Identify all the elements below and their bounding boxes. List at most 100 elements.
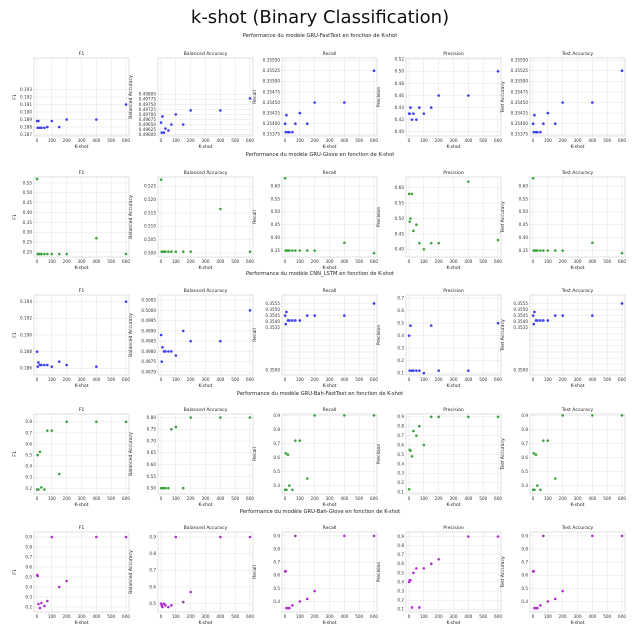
- x-tick-label: 600: [618, 614, 626, 619]
- x-tick-label: 0: [36, 259, 39, 264]
- y-tick-label: 0.65: [147, 450, 157, 455]
- data-point: [343, 314, 346, 317]
- y-tick-label: 0.49800: [139, 92, 157, 97]
- chart-row: Performance du modèle GRU-Bah-FastText e…: [12, 390, 626, 508]
- x-tick-label: 100: [48, 259, 56, 264]
- data-point: [219, 416, 222, 419]
- data-point: [429, 106, 433, 109]
- data-point: [496, 321, 500, 325]
- y-tick-label: 0.75: [147, 427, 157, 432]
- x-tick-label: 0: [160, 138, 163, 143]
- subplot-title: F1: [79, 51, 85, 57]
- y-tick-label: 0.2: [397, 480, 404, 485]
- y-tick-label: 0.35475: [511, 89, 529, 94]
- x-tick-label: 600: [246, 614, 254, 619]
- y-tick-label: 0.4: [397, 579, 404, 584]
- data-point: [437, 557, 440, 561]
- x-tick-label: 0: [160, 614, 163, 619]
- data-point: [174, 354, 178, 357]
- x-tick-label: 500: [355, 496, 363, 501]
- row-title: Performance du modèle GRU-Bah-FastText e…: [237, 390, 403, 397]
- y-tick-label: 0.40: [271, 235, 281, 240]
- x-tick-label: 0: [36, 614, 39, 619]
- data-point: [418, 606, 421, 609]
- y-tick-label: 0.49700: [139, 112, 157, 117]
- data-point: [124, 252, 128, 256]
- y-tick-label: 0.50: [271, 209, 281, 214]
- data-point: [170, 350, 173, 353]
- subplot-title: Balanced Accuracy: [184, 51, 228, 57]
- data-point: [620, 302, 624, 305]
- data-point: [181, 123, 185, 126]
- y-axis-label: Precision: [376, 444, 382, 465]
- data-point: [298, 319, 302, 322]
- x-tick-label: 300: [574, 377, 582, 382]
- data-point: [467, 415, 470, 419]
- x-tick-label: 600: [246, 496, 254, 501]
- data-point: [410, 192, 414, 196]
- x-tick-label: 100: [172, 496, 180, 501]
- x-tick-label: 600: [618, 496, 626, 501]
- data-point: [298, 600, 302, 603]
- y-tick-label: 0.192: [20, 316, 32, 321]
- data-point: [412, 229, 415, 233]
- data-point: [531, 122, 535, 126]
- y-axis-label: F1: [12, 451, 18, 457]
- y-tick-label: 0.49775: [139, 97, 157, 102]
- figure-title: k-shot (Binary Classification): [190, 7, 450, 28]
- y-tick-label: 0.5: [25, 574, 32, 579]
- data-point: [536, 606, 539, 610]
- plot-frame: [33, 531, 130, 613]
- data-point: [467, 180, 470, 183]
- y-axis-label: Recall: [252, 328, 258, 342]
- data-point: [372, 251, 376, 255]
- y-tick-label: 0.188: [20, 349, 32, 354]
- data-point: [409, 324, 412, 327]
- x-tick-label: 500: [231, 259, 239, 264]
- x-tick-label: 100: [544, 614, 552, 619]
- y-tick-label: 0.60: [395, 185, 405, 190]
- y-tick-label: 0.193: [20, 87, 32, 92]
- data-point: [37, 119, 40, 123]
- plot-frame: [281, 294, 378, 376]
- x-tick-label: 500: [231, 138, 239, 143]
- y-tick-label: 0.6: [397, 561, 404, 566]
- subplot-title: F1: [79, 288, 85, 294]
- data-point: [429, 324, 433, 327]
- y-tick-label: 0.3: [397, 588, 404, 593]
- y-tick-label: 0.3555: [265, 301, 280, 306]
- y-tick-label: 0.35550: [511, 58, 529, 63]
- y-tick-label: 0.3540: [265, 319, 280, 324]
- data-point: [288, 319, 291, 322]
- data-point: [412, 429, 415, 433]
- data-point: [412, 571, 415, 575]
- x-axis-label: K-shot: [198, 383, 212, 389]
- y-axis-label: Recall: [252, 447, 258, 461]
- y-tick-label: 0.5000: [141, 308, 156, 313]
- x-tick-label: 500: [479, 377, 487, 382]
- x-tick-label: 600: [122, 377, 130, 382]
- data-point: [542, 319, 545, 322]
- x-axis-label: K-shot: [570, 502, 584, 508]
- y-tick-label: 0.4: [273, 599, 280, 604]
- data-point: [291, 488, 294, 492]
- y-tick-label: 0.4: [521, 483, 528, 488]
- x-tick-label: 100: [544, 138, 552, 143]
- plot-frame: [405, 294, 502, 376]
- x-tick-label: 300: [78, 259, 86, 264]
- x-tick-label: 500: [355, 614, 363, 619]
- x-tick-label: 400: [588, 614, 596, 619]
- data-point: [219, 535, 222, 539]
- data-point: [50, 365, 54, 368]
- y-tick-label: 0.3: [25, 594, 32, 599]
- x-tick-label: 400: [340, 377, 348, 382]
- data-point: [219, 339, 222, 343]
- y-tick-label: 0.8: [273, 546, 280, 551]
- y-tick-label: 0.3: [397, 471, 404, 476]
- data-point: [429, 415, 433, 419]
- x-tick-label: 0: [284, 377, 287, 382]
- y-tick-label: 0.49725: [139, 107, 157, 112]
- y-tick-label: 0.7: [25, 430, 32, 435]
